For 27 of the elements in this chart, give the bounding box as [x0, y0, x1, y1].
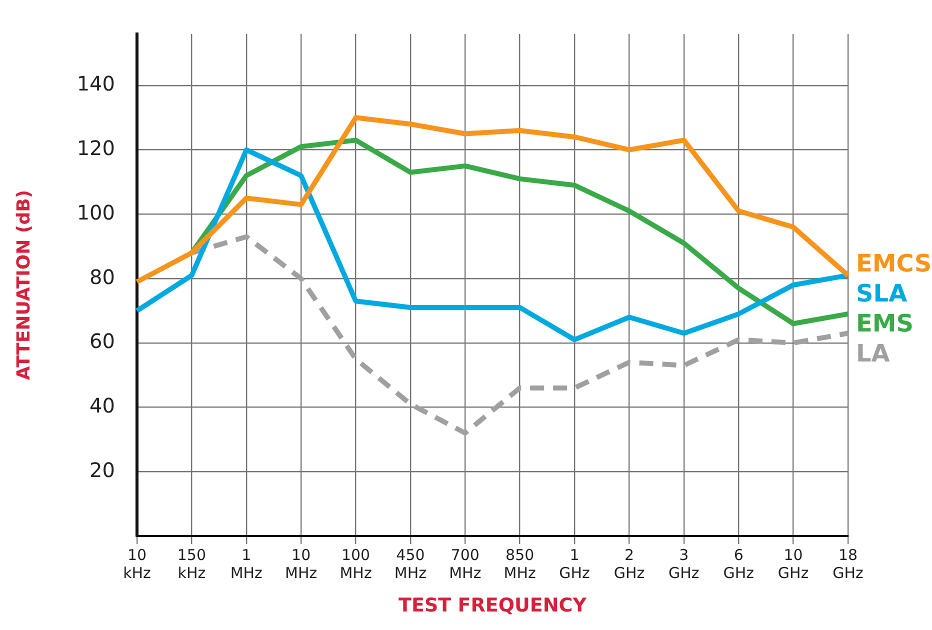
series-label: SLA	[856, 280, 908, 308]
x-tick-label: 450 MHz	[394, 546, 427, 582]
y-tick-label: 80	[90, 264, 115, 289]
x-tick-label: 6 GHz	[723, 546, 754, 582]
y-axis-title: ATTENUATION (dB)	[13, 190, 34, 380]
x-tick-label: 150 kHz	[177, 546, 206, 582]
x-tick-label: 10 GHz	[778, 546, 809, 582]
y-tick-label: 20	[90, 458, 115, 482]
y-tick-label: 60	[90, 329, 115, 354]
x-axis-title: TEST FREQUENCY	[398, 594, 587, 617]
y-tick-label: 120	[76, 136, 115, 160]
x-tick-label: 100 MHz	[340, 546, 372, 582]
x-tick-label: 18 GHz	[832, 546, 864, 582]
y-tick-label: 100	[76, 200, 115, 224]
x-tick-label: 1 GHz	[559, 546, 590, 582]
x-tick-label: 2 GHz	[614, 546, 645, 582]
x-tick-label: 3 GHz	[668, 546, 700, 582]
y-tick-label: 140	[76, 72, 115, 96]
series-label: EMCS	[856, 250, 932, 278]
series-label: EMS	[856, 310, 914, 338]
x-tick-label: 850 MHz	[504, 546, 536, 582]
x-tick-label: 10 kHz	[123, 546, 152, 582]
x-tick-label: 10 MHz	[285, 546, 318, 582]
x-tick-label: 1 MHz	[230, 546, 263, 582]
y-tick-label: 40	[90, 393, 115, 418]
x-tick-label: 700 MHz	[449, 546, 482, 582]
series-label: LA	[856, 340, 890, 368]
